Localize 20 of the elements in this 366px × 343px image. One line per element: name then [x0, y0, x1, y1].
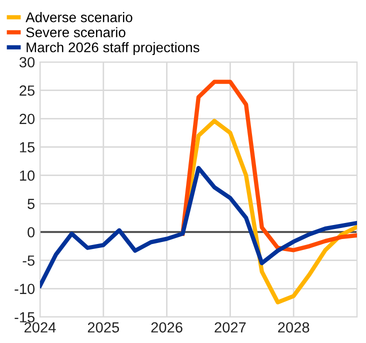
- x-tick-label: 2026: [151, 322, 182, 333]
- y-tick-label: 15: [20, 142, 35, 152]
- x-tick-label: 2025: [88, 322, 120, 333]
- y-tick-label: -5: [22, 256, 35, 266]
- x-tick-label: 2027: [214, 322, 246, 333]
- y-tick-label: -10: [14, 284, 35, 294]
- y-tick-label: 0: [28, 227, 35, 238]
- legend-label: Adverse scenario: [26, 12, 132, 22]
- legend-label: March 2026 staff projections: [26, 42, 200, 56]
- line-series: [40, 166, 357, 288]
- y-tick-label: 20: [20, 114, 35, 124]
- y-tick-label: 25: [20, 85, 35, 96]
- line-series: [180, 80, 357, 252]
- y-tick-label: 30: [19, 57, 35, 68]
- x-tick-label: 2024: [24, 322, 56, 333]
- legend-label: Severe scenario: [26, 27, 126, 38]
- y-tick-label: 10: [20, 170, 35, 181]
- x-tick-label: 2028: [278, 322, 310, 333]
- y-tick-label: -15: [14, 312, 35, 322]
- y-tick-label: 5: [28, 198, 35, 210]
